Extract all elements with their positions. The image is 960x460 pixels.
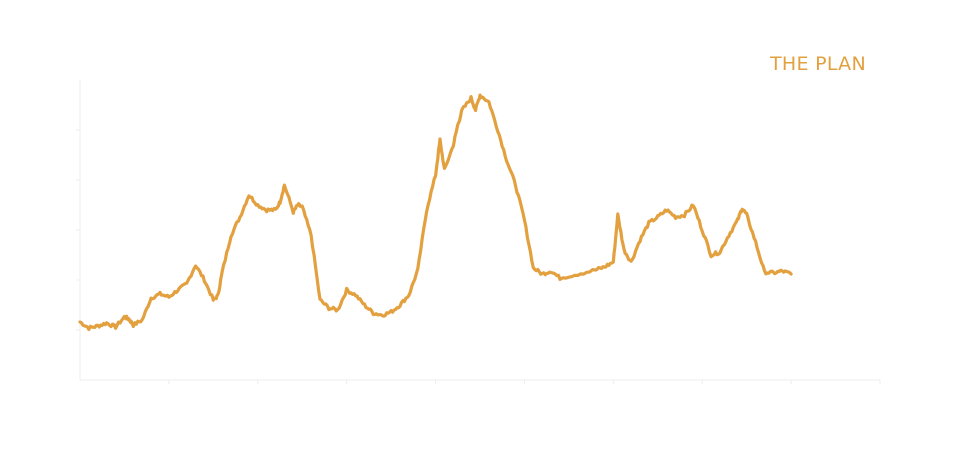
chart-series: [78, 93, 793, 332]
legend-series-label: THE PLAN: [769, 53, 866, 75]
series-line-0: [78, 93, 793, 332]
chart-axes: [76, 80, 881, 384]
